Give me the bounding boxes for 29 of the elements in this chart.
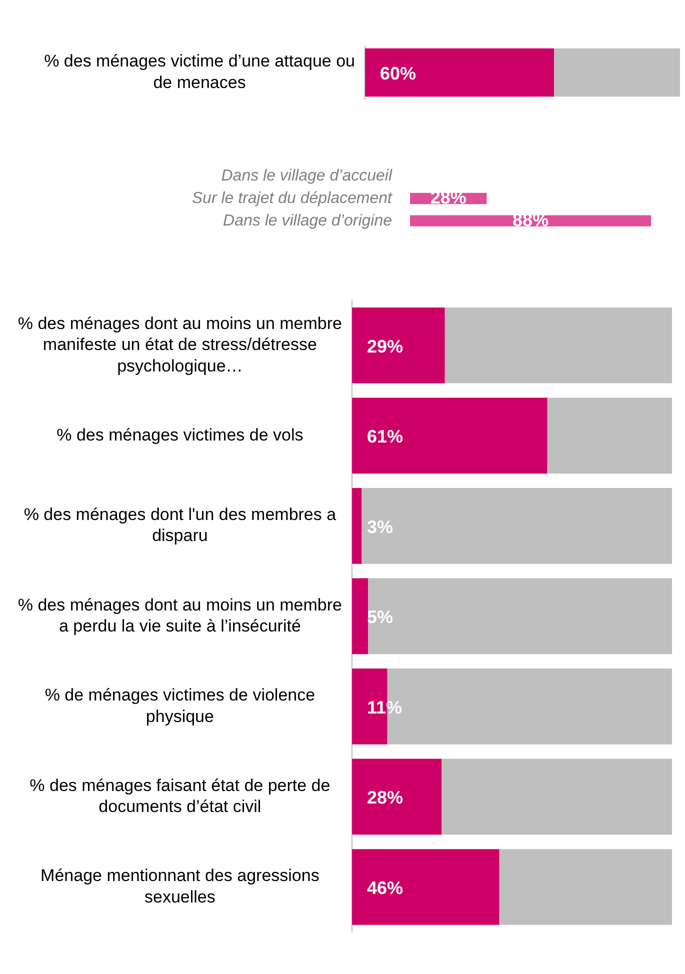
bar: [547, 398, 672, 474]
y-tick-label: % des ménages faisant état de perte de documents d’état civil: [30, 776, 330, 816]
bar: [352, 758, 442, 835]
y-tick-label: % des ménages dont au moins un membre manifeste un état de stress/détresse psychologique…: [18, 314, 342, 376]
data-label: 60%: [380, 63, 416, 84]
y-tick-label: Ménage mentionnant des agressions sexuelles: [40, 866, 320, 906]
data-label: 61%: [367, 426, 404, 447]
data-label: 29%: [367, 336, 404, 356]
bar: [352, 307, 445, 384]
y-tick-label: % des ménages victime d’une attaque ou de menaces: [44, 52, 356, 92]
y-tick-label: % des ménages dont au moins un membre a perdu la vie suite à l’insécurité: [18, 595, 342, 636]
bar: [352, 849, 500, 925]
y-tick-label: % des ménages dont l'un des membres a disparu: [24, 504, 337, 546]
y-tick-label: % des ménages victimes de vols: [56, 425, 304, 444]
bar: [499, 849, 672, 925]
bar: [442, 758, 672, 835]
bar: [352, 578, 368, 654]
y-tick-label: Dans le village d’origine: [223, 212, 392, 230]
y-tick-label: Sur le trajet du déplacement: [192, 190, 393, 207]
bar: [362, 488, 672, 564]
data-label: 28%: [367, 788, 404, 808]
data-label: 46%: [367, 878, 404, 898]
bar: [368, 578, 672, 654]
bar: [352, 488, 362, 564]
y-tick-label: % de ménages victimes de violence physique: [44, 686, 316, 726]
bar: [444, 307, 672, 384]
y-tick-label: Dans le village d’accueil: [221, 168, 392, 185]
data-label: 3%: [367, 516, 394, 537]
bar: [352, 398, 548, 474]
